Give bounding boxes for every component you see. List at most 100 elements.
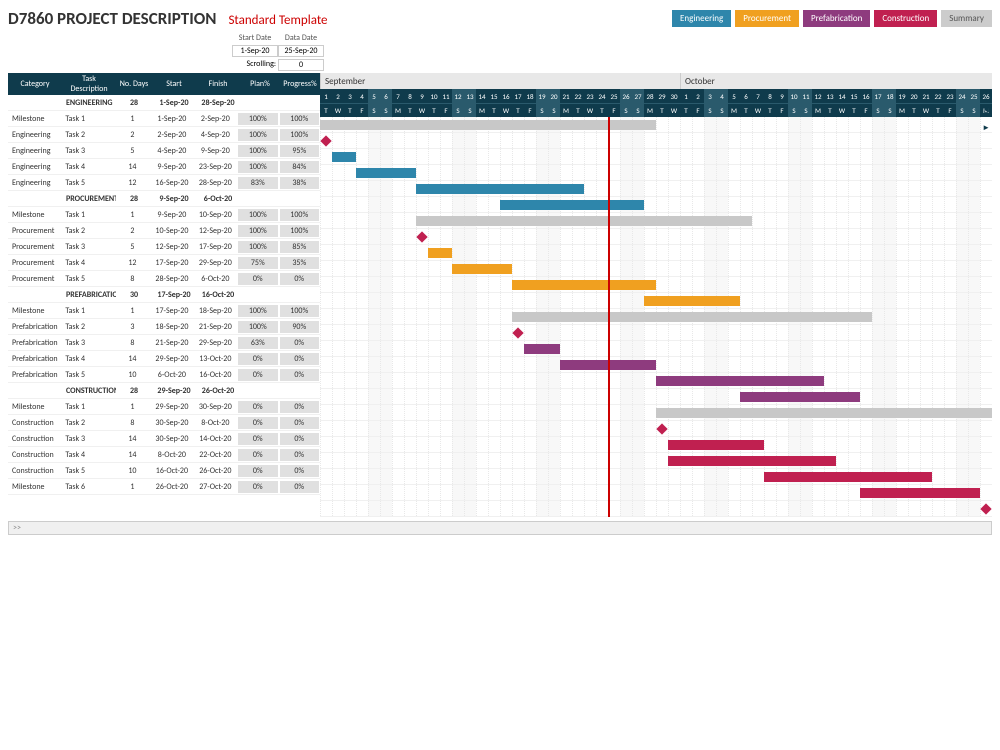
cell: 30-Sep-20 [150, 417, 193, 429]
gantt-bar[interactable] [332, 152, 356, 162]
task-row[interactable]: ProcurementTask 2210-Sep-2012-Sep-20100%… [8, 223, 320, 239]
task-row[interactable]: EngineeringTask 354-Sep-209-Sep-20100%95… [8, 143, 320, 159]
data-date-value[interactable]: 25-Sep-20 [278, 45, 324, 57]
task-row[interactable]: PrefabricationTask 2318-Sep-2021-Sep-201… [8, 319, 320, 335]
day-num: 23 [584, 89, 596, 103]
task-row[interactable]: ConstructionTask 4148-Oct-2022-Oct-200%0… [8, 447, 320, 463]
task-row[interactable]: PrefabricationTask 3821-Sep-2029-Sep-206… [8, 335, 320, 351]
gantt-bar[interactable] [320, 120, 656, 130]
gantt-row [320, 389, 992, 405]
task-row[interactable]: EngineeringTask 222-Sep-204-Sep-20100%10… [8, 127, 320, 143]
gantt-bar[interactable] [512, 280, 656, 290]
cell: 1 [115, 401, 151, 413]
task-row[interactable]: ConstructionTask 2830-Sep-208-Oct-200%0% [8, 415, 320, 431]
gantt-bar[interactable] [452, 264, 512, 274]
section-row[interactable]: CONSTRUCTION2829-Sep-2026-Oct-20 [8, 383, 320, 399]
task-row[interactable]: MilestoneTask 111-Sep-202-Sep-20100%100% [8, 111, 320, 127]
dow: S [872, 104, 884, 117]
dow: F [440, 104, 452, 117]
cell: 4-Sep-20 [150, 145, 193, 157]
task-row[interactable]: MilestoneTask 1129-Sep-2030-Sep-200%0% [8, 399, 320, 415]
day-num: 19 [896, 89, 908, 103]
day-num: 13 [824, 89, 836, 103]
gantt-bar[interactable] [500, 200, 644, 210]
gantt-bar[interactable] [416, 216, 752, 226]
expand-toggle[interactable]: >> [8, 521, 992, 535]
cell: Milestone [8, 209, 61, 221]
cell: 0% [280, 481, 319, 493]
task-row[interactable]: EngineeringTask 51216-Sep-2028-Sep-2083%… [8, 175, 320, 191]
scroll-right-icon[interactable]: ► [982, 123, 990, 133]
gantt-row [320, 293, 992, 309]
dow: T [932, 104, 944, 117]
cell: Milestone [8, 305, 61, 317]
gantt-bar[interactable] [356, 168, 416, 178]
start-date-value[interactable]: 1-Sep-20 [232, 45, 278, 57]
task-row[interactable]: ProcurementTask 3512-Sep-2017-Sep-20100%… [8, 239, 320, 255]
cell: 8-Oct-20 [150, 449, 193, 461]
col-description: Task Description [62, 72, 116, 96]
gantt-bar[interactable] [668, 456, 836, 466]
gantt-bar[interactable] [428, 248, 452, 258]
gantt-bar[interactable] [644, 296, 740, 306]
cell: 30-Sep-20 [194, 401, 237, 413]
cell: 17-Sep-20 [150, 257, 193, 269]
legend-construction[interactable]: Construction [874, 10, 937, 27]
gantt-bar[interactable] [668, 440, 764, 450]
cell: Engineering [8, 161, 61, 173]
cell: 3 [115, 321, 151, 333]
dow: S [884, 104, 896, 117]
task-row[interactable]: PrefabricationTask 41429-Sep-2013-Oct-20… [8, 351, 320, 367]
legend-procurement[interactable]: Procurement [735, 10, 799, 27]
cell: 14 [115, 449, 151, 461]
gantt-bar[interactable] [740, 392, 860, 402]
task-row[interactable]: ConstructionTask 31430-Sep-2014-Oct-200%… [8, 431, 320, 447]
cell: Prefabrication [8, 321, 61, 333]
task-row[interactable]: ProcurementTask 41217-Sep-2029-Sep-2075%… [8, 255, 320, 271]
day-of-week: TWTFSSMTWTFSSMTWTFSSMTWTFSSMTWTFSSMTWTFS… [320, 103, 992, 117]
scrolling-value[interactable]: 0 [278, 59, 324, 71]
legend-prefabrication[interactable]: Prefabrication [803, 10, 870, 27]
cell: Procurement [8, 241, 61, 253]
dow: M [728, 104, 740, 117]
legend-summary[interactable]: Summary [941, 10, 992, 27]
gantt-bar[interactable] [656, 376, 824, 386]
cell: 9-Sep-20 [150, 209, 193, 221]
gantt-bar[interactable] [764, 472, 932, 482]
day-num: 2 [332, 89, 344, 103]
gantt-bar[interactable] [416, 184, 584, 194]
cell: Task 5 [61, 177, 114, 189]
dow: S [632, 104, 644, 117]
task-row[interactable]: PrefabricationTask 5106-Oct-2016-Oct-200… [8, 367, 320, 383]
scroll-left-icon[interactable]: ◄ [982, 105, 990, 115]
legend-engineering[interactable]: Engineering [672, 10, 731, 27]
cell: Milestone [8, 401, 61, 413]
cell: ENGINEERING [62, 97, 116, 109]
dow: W [752, 104, 764, 117]
gantt-bar[interactable] [860, 488, 980, 498]
task-row[interactable]: MilestoneTask 119-Sep-2010-Sep-20100%100… [8, 207, 320, 223]
task-row[interactable]: EngineeringTask 4149-Sep-2023-Sep-20100%… [8, 159, 320, 175]
section-row[interactable]: ENGINEERING281-Sep-2028-Sep-20 [8, 95, 320, 111]
task-row[interactable]: ProcurementTask 5828-Sep-206-Oct-200%0% [8, 271, 320, 287]
cell: Construction [8, 433, 61, 445]
task-row[interactable]: MilestoneTask 6126-Oct-2027-Oct-200%0% [8, 479, 320, 495]
day-num: 5 [368, 89, 380, 103]
task-row[interactable]: ConstructionTask 51016-Oct-2026-Oct-200%… [8, 463, 320, 479]
gantt-bar[interactable] [656, 408, 992, 418]
cell: Task 4 [61, 257, 114, 269]
day-num: 14 [476, 89, 488, 103]
cell: 12-Sep-20 [150, 241, 193, 253]
dow: W [332, 104, 344, 117]
section-row[interactable]: PROCUREMENT289-Sep-206-Oct-20 [8, 191, 320, 207]
cell: 16-Oct-20 [194, 369, 237, 381]
section-row[interactable]: PREFABRICATION3017-Sep-2016-Oct-20 [8, 287, 320, 303]
day-num: 3 [344, 89, 356, 103]
task-row[interactable]: MilestoneTask 1117-Sep-2018-Sep-20100%10… [8, 303, 320, 319]
day-num: 6 [740, 89, 752, 103]
cell: 9-Sep-20 [152, 193, 196, 205]
cell [8, 390, 62, 392]
gantt-bar[interactable] [524, 344, 560, 354]
gantt-bar[interactable] [512, 312, 872, 322]
template-label: Standard Template [228, 13, 327, 28]
